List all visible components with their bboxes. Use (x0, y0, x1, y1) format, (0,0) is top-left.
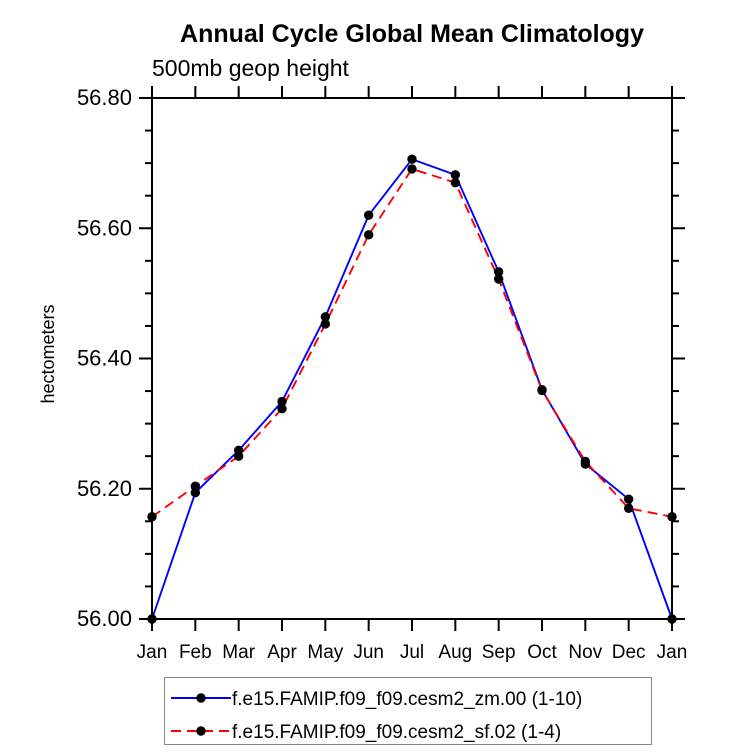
series-line-1 (151, 167, 673, 518)
x-axis-tick-label: Jun (353, 642, 384, 663)
data-point-marker (147, 614, 157, 624)
legend-marker-icon (196, 726, 206, 736)
x-axis-tick-label: Oct (527, 642, 557, 663)
plot-axes: Jan Feb Mar Apr May Jun Jul Aug Sep Oct Nov Dec Jan5… (77, 85, 687, 663)
data-point-marker (623, 503, 634, 513)
data-point-marker (277, 403, 287, 414)
legend-label-series-1: f.e15.FAMIP.f09_f09.cesm2_sf.02 (1-4) (232, 722, 561, 743)
y-axis-tick-label: 56.20 (77, 476, 132, 501)
x-axis-tick-label: Apr (267, 642, 297, 663)
data-point-marker (450, 177, 461, 188)
x-axis-tick-label: Mar (222, 642, 255, 663)
x-axis-tick-label: Feb (179, 642, 212, 663)
data-point-marker (493, 267, 504, 277)
plot-frame (151, 97, 673, 620)
data-point-marker (667, 512, 677, 522)
legend-box (164, 677, 652, 745)
plot-markers (147, 154, 677, 624)
x-axis-tick-label: Aug (438, 642, 472, 663)
data-point-marker (190, 487, 201, 498)
data-point-marker (190, 481, 201, 491)
x-axis-tick-label: Jan (137, 642, 168, 663)
x-axis-tick-label: Jul (400, 642, 424, 663)
series-line-0 (151, 158, 673, 620)
y-axis-tick-label: 56.00 (77, 606, 132, 631)
y-axis-tick-label: 56.40 (77, 346, 132, 371)
data-point-marker (147, 512, 157, 522)
data-point-marker (623, 494, 634, 504)
y-axis-label: hectometers (38, 304, 58, 403)
x-axis-tick-label: May (307, 642, 343, 663)
data-point-marker (320, 319, 331, 329)
legend-marker-icon (196, 693, 206, 703)
plot-series (151, 158, 673, 620)
data-point-marker (277, 396, 287, 407)
data-point-marker (407, 154, 417, 164)
plot-title: Annual Cycle Global Mean Climatology (180, 20, 644, 48)
legend: f.e15.FAMIP.f09_f09.cesm2_zm.00 (1-10) f… (164, 677, 652, 745)
data-point-marker (537, 385, 547, 396)
plot-subtitle: 500mb geop height (152, 55, 350, 81)
x-axis-tick-label: Sep (482, 642, 516, 663)
legend-samples (171, 693, 231, 736)
data-point-marker (580, 456, 591, 467)
x-axis-tick-label: Dec (612, 642, 646, 663)
data-point-marker (233, 451, 244, 461)
data-point-marker (493, 274, 504, 284)
data-point-marker (407, 164, 417, 174)
data-point-marker (667, 614, 677, 624)
legend-label-series-0: f.e15.FAMIP.f09_f09.cesm2_zm.00 (1-10) (232, 689, 582, 710)
data-point-marker (363, 210, 374, 220)
data-point-marker (363, 230, 374, 240)
data-point-marker (320, 312, 331, 322)
data-point-marker (450, 170, 461, 180)
y-axis-tick-label: 56.80 (77, 85, 132, 110)
x-axis-tick-label: Nov (568, 642, 602, 663)
x-axis-tick-label: Jan (657, 642, 688, 663)
y-axis-tick-label: 56.60 (77, 215, 132, 240)
